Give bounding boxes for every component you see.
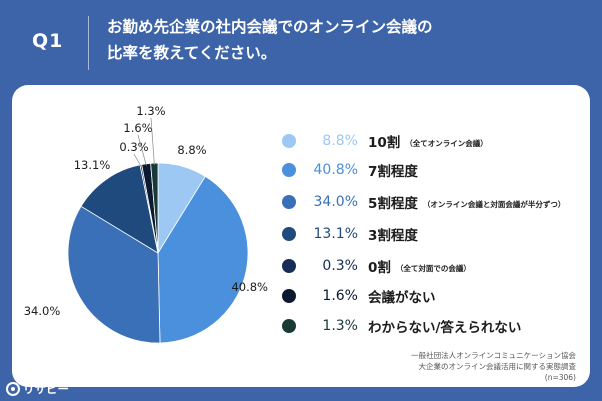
legend-note: （全て対面での会議） xyxy=(395,263,471,273)
legend-dot-icon xyxy=(282,195,296,209)
slice-label-4: 13.1% xyxy=(74,158,111,172)
chart-card: 8.8% 40.8% 34.0% 13.1% 0.3% 1.6% 1.3% 8.8% 10割 （… xyxy=(12,85,590,387)
legend-note: （全てオンライン会議） xyxy=(405,138,488,148)
slice-label-6: 1.6% xyxy=(123,121,152,135)
legend-item-2: 40.8% 7割程度 xyxy=(282,159,418,181)
title-line-1: お勤め先企業の社内会議でのオンライン会議の xyxy=(107,18,433,36)
legend-percent: 34.0% xyxy=(313,194,358,210)
pin-icon xyxy=(6,382,20,396)
header-divider xyxy=(88,16,89,70)
question-number: Q1 xyxy=(32,30,64,52)
logo-text: リサピー xyxy=(23,382,69,396)
slice-label-1: 8.8% xyxy=(177,143,206,157)
brand-logo: リサピー xyxy=(6,381,69,397)
legend-percent: 1.6% xyxy=(322,288,358,304)
leader-line-5 xyxy=(133,153,142,167)
slice-label-7: 1.3% xyxy=(136,104,165,118)
legend-percent: 40.8% xyxy=(313,162,358,178)
legend-label: 5割程度 xyxy=(368,196,418,212)
legend-label: 3割程度 xyxy=(368,228,418,244)
legend-item-4: 13.1% 3割程度 xyxy=(282,223,418,245)
legend-label: 7割程度 xyxy=(368,164,418,180)
legend-percent: 0.3% xyxy=(322,258,358,274)
legend-note: （オンライン会議と対面会議が半分ずつ） xyxy=(422,199,566,209)
legend-label: 10割 xyxy=(368,135,401,151)
legend-percent: 1.3% xyxy=(322,318,358,334)
legend-percent: 13.1% xyxy=(313,226,358,242)
header: Q1 お勤め先企業の社内会議でのオンライン会議の 比率を教えてください。 xyxy=(0,0,602,82)
legend-dot-icon xyxy=(282,319,296,333)
legend-item-6: 1.6% 会議がない xyxy=(282,285,436,307)
legend-label: 会議がない xyxy=(368,290,436,306)
source-line-2: 大企業のオンライン会議活用に関する実態調査 xyxy=(418,362,577,371)
legend-item-5: 0.3% 0割 （全て対面での会議） xyxy=(282,255,471,277)
legend-dot-icon xyxy=(282,163,296,177)
pie-slice-2 xyxy=(157,175,249,344)
legend-dot-icon xyxy=(282,289,296,303)
legend-item-1: 8.8% 10割 （全てオンライン会議） xyxy=(282,130,488,152)
slice-label-3: 34.0% xyxy=(24,304,61,318)
pie-chart: 8.8% 40.8% 34.0% 13.1% 0.3% 1.6% 1.3% xyxy=(24,104,268,344)
source-line-1: 一般社団法人オンラインコミュニケーション協会 xyxy=(411,351,576,360)
legend-dot-icon xyxy=(282,259,296,273)
pie-slice-4 xyxy=(80,164,159,254)
legend-item-7: 1.3% わからない/答えられない xyxy=(282,315,521,337)
source-note: 一般社団法人オンラインコミュニケーション協会 大企業のオンライン会議活用に関する… xyxy=(411,350,576,383)
legend-percent: 8.8% xyxy=(322,133,358,149)
legend-dot-icon xyxy=(282,134,296,148)
slice-label-5: 0.3% xyxy=(119,140,148,154)
slice-label-2: 40.8% xyxy=(231,280,268,294)
legend-dot-icon xyxy=(282,227,296,241)
leader-line-7 xyxy=(150,117,155,166)
page-title: お勤め先企業の社内会議でのオンライン会議の 比率を教えてください。 xyxy=(107,14,547,66)
leader-line-6 xyxy=(137,134,147,166)
source-line-3: (n=306) xyxy=(544,373,576,382)
title-line-2: 比率を教えてください。 xyxy=(107,44,277,62)
legend-item-3: 34.0% 5割程度 （オンライン会議と対面会議が半分ずつ） xyxy=(282,191,565,213)
legend-label: わからない/答えられない xyxy=(368,320,522,336)
legend-label: 0割 xyxy=(368,260,391,276)
